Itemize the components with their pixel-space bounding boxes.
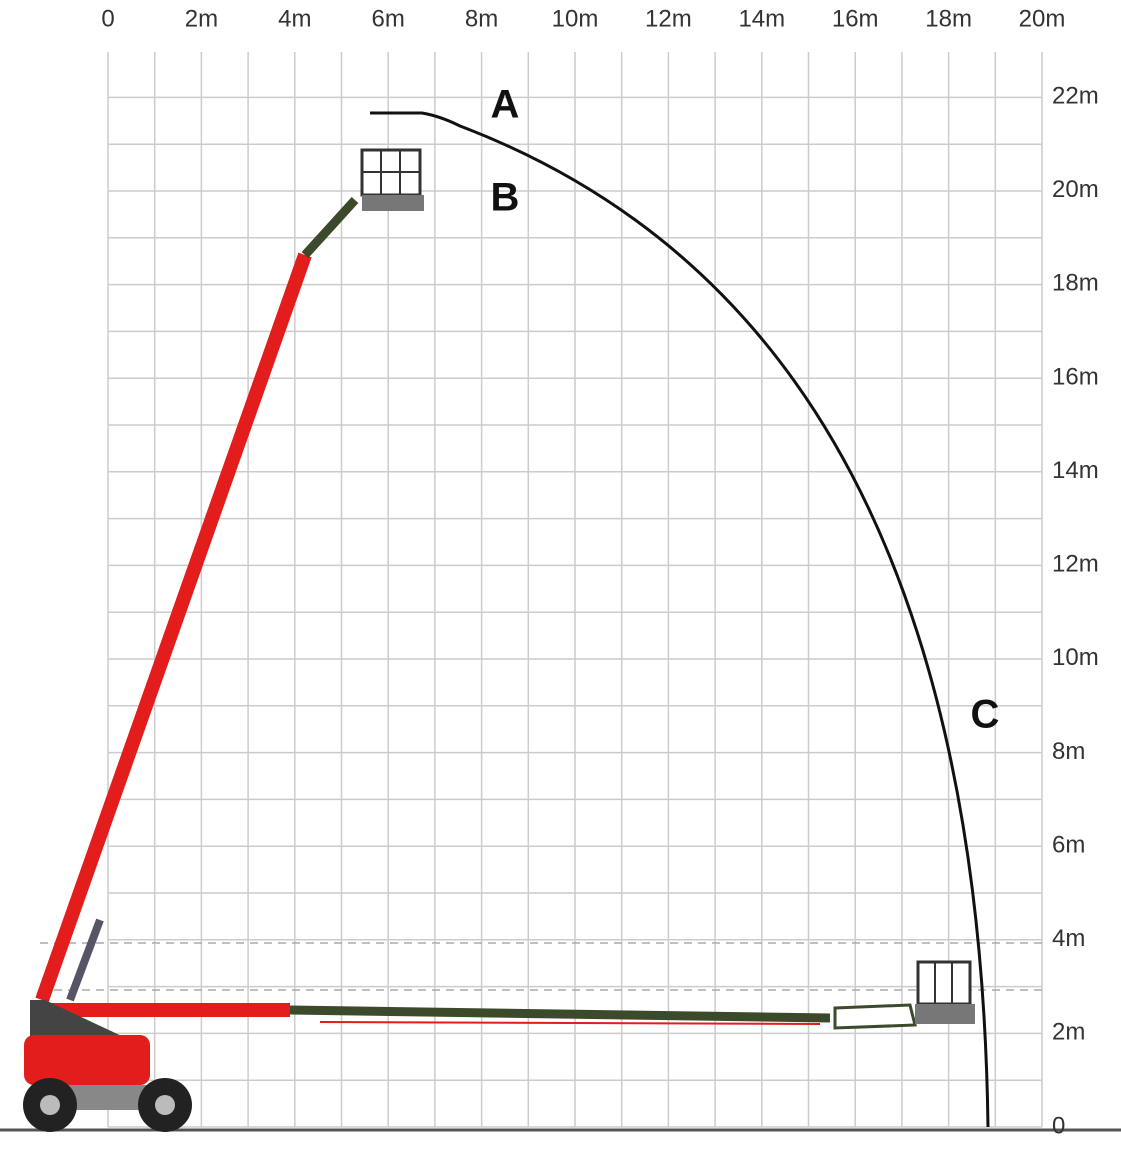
y-tick-label: 6m — [1052, 831, 1085, 858]
x-tick-label: 14m — [738, 5, 785, 32]
point-label: C — [971, 693, 1000, 737]
y-tick-label: 20m — [1052, 176, 1099, 203]
y-tick-label: 16m — [1052, 363, 1099, 390]
x-tick-label: 6m — [372, 5, 405, 32]
point-label: B — [491, 176, 520, 220]
y-tick-label: 8m — [1052, 738, 1085, 765]
basket-raised — [360, 148, 424, 211]
y-tick-label: 18m — [1052, 270, 1099, 297]
x-tick-label: 16m — [832, 5, 879, 32]
boom-extension — [289, 1005, 831, 1023]
x-tick-label: 0 — [101, 5, 114, 32]
chassis — [23, 1000, 192, 1132]
y-tick-label: 10m — [1052, 644, 1099, 671]
y-tick-label: 22m — [1052, 82, 1099, 109]
y-tick-label: 0 — [1052, 1112, 1065, 1139]
boom-raised — [35, 252, 312, 1003]
y-tick-label: 12m — [1052, 551, 1099, 578]
jib — [301, 196, 359, 259]
x-tick-label: 2m — [185, 5, 218, 32]
grid — [107, 52, 1043, 1128]
x-tick-label: 12m — [645, 5, 692, 32]
y-tick-label: 14m — [1052, 457, 1099, 484]
cylinder — [66, 918, 104, 1002]
reach-envelope — [370, 111, 990, 1128]
point-label: A — [491, 83, 520, 127]
x-tick-label: 4m — [278, 5, 311, 32]
x-tick-label: 20m — [1019, 5, 1066, 32]
basket-horizontal — [915, 960, 975, 1024]
x-tick-label: 8m — [465, 5, 498, 32]
y-tick-label: 2m — [1052, 1019, 1085, 1046]
x-tick-label: 18m — [925, 5, 972, 32]
jib-horizontal — [833, 1003, 917, 1030]
boom-line — [319, 1021, 821, 1025]
x-tick-label: 10m — [552, 5, 599, 32]
y-tick-label: 4m — [1052, 925, 1085, 952]
